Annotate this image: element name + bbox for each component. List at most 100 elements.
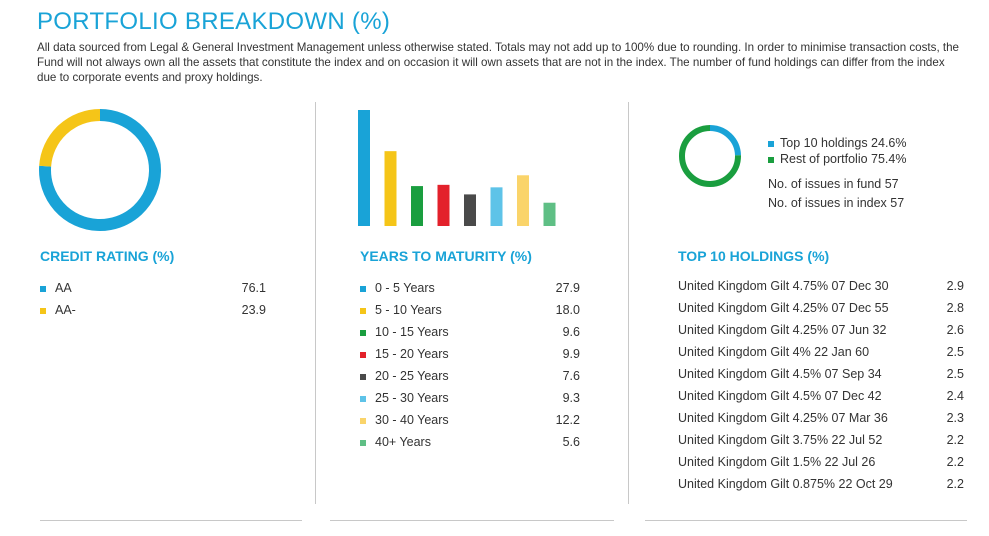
bottom-divider-3 [645, 520, 967, 521]
credit-rating-row: AA 76.1 [40, 281, 266, 297]
maturity-bar [517, 175, 529, 226]
holding-value: 2.4 [946, 389, 964, 403]
data-label: 18.0 [555, 303, 580, 317]
table-row: United Kingdom Gilt 4.75% 07 Dec 30 2.9 [678, 279, 968, 295]
legend-swatch [360, 396, 366, 402]
top-10-holdings-heading: TOP 10 HOLDINGS (%) [678, 248, 830, 264]
legend-swatch [360, 330, 366, 336]
legend-swatch [360, 286, 366, 292]
maturity-legend-row: 5 - 10 Years 18.0 [360, 303, 580, 319]
column-divider-2 [628, 102, 629, 504]
maturity-bar [384, 151, 397, 226]
legend-label: AA [55, 281, 72, 295]
maturity-legend-row: 30 - 40 Years 12.2 [360, 413, 580, 429]
credit-rating-donut-chart [39, 109, 161, 231]
data-label: 9.6 [562, 325, 580, 339]
data-label: 9.3 [562, 391, 580, 405]
legend-swatch [360, 374, 366, 380]
holding-name: United Kingdom Gilt 4.25% 07 Mar 36 [678, 411, 888, 425]
holdings-legend-row: Rest of portfolio 75.4% [768, 152, 968, 168]
maturity-bar [543, 202, 556, 226]
maturity-bar [437, 184, 450, 226]
legend-label: 25 - 30 Years [375, 391, 449, 405]
top-10-holdings-slice [709, 125, 741, 156]
table-row: United Kingdom Gilt 4.5% 07 Dec 42 2.4 [678, 389, 968, 405]
data-label: 76.1 [241, 281, 266, 295]
holding-value: 2.2 [946, 455, 964, 469]
page-title: PORTFOLIO BREAKDOWN (%) [37, 8, 391, 35]
credit-rating-row: AA- 23.9 [40, 303, 266, 319]
holding-name: United Kingdom Gilt 4.5% 07 Dec 42 [678, 389, 882, 403]
credit-rating-slice [39, 109, 101, 167]
legend-label: 5 - 10 Years [375, 303, 442, 317]
legend-swatch [768, 157, 774, 163]
legend-label: 40+ Years [375, 435, 431, 449]
legend-label: 20 - 25 Years [375, 369, 449, 383]
holding-value: 2.2 [946, 433, 964, 447]
legend-swatch [360, 418, 366, 424]
legend-label: 0 - 5 Years [375, 281, 435, 295]
legend-label: 15 - 20 Years [375, 347, 449, 361]
intro-paragraph: All data sourced from Legal & General In… [37, 41, 959, 84]
data-label: 5.6 [562, 435, 580, 449]
table-row: United Kingdom Gilt 4.25% 07 Dec 55 2.8 [678, 301, 968, 317]
maturity-legend-row: 10 - 15 Years 9.6 [360, 325, 580, 341]
table-row: United Kingdom Gilt 4.25% 07 Mar 36 2.3 [678, 411, 968, 427]
maturity-bar [490, 187, 503, 226]
legend-label: 30 - 40 Years [375, 413, 449, 427]
legend-label: Top 10 holdings 24.6% [780, 136, 907, 150]
maturity-legend-row: 0 - 5 Years 27.9 [360, 281, 580, 297]
years-to-maturity-bar-chart [358, 110, 556, 226]
legend-swatch [360, 352, 366, 358]
maturity-legend-row: 15 - 20 Years 9.9 [360, 347, 580, 363]
holdings-legend-row: Top 10 holdings 24.6% [768, 136, 968, 152]
maturity-legend-row: 20 - 25 Years 7.6 [360, 369, 580, 385]
holding-name: United Kingdom Gilt 0.875% 22 Oct 29 [678, 477, 893, 491]
table-row: United Kingdom Gilt 1.5% 22 Jul 26 2.2 [678, 455, 968, 471]
holding-name: United Kingdom Gilt 4% 22 Jan 60 [678, 345, 870, 359]
credit-rating-slice [39, 109, 161, 231]
holding-name: United Kingdom Gilt 4.25% 07 Dec 55 [678, 301, 889, 315]
legend-swatch [360, 308, 366, 314]
holding-value: 2.5 [946, 367, 964, 381]
holding-name: United Kingdom Gilt 4.5% 07 Sep 34 [678, 367, 882, 381]
bottom-divider-1 [40, 520, 302, 521]
holding-value: 2.8 [946, 301, 964, 315]
credit-rating-heading: CREDIT RATING (%) [40, 248, 175, 264]
maturity-bar [464, 194, 476, 226]
table-row: United Kingdom Gilt 3.75% 22 Jul 52 2.2 [678, 433, 968, 449]
data-label: 7.6 [562, 369, 580, 383]
column-divider-1 [315, 102, 316, 504]
table-row: United Kingdom Gilt 4.5% 07 Sep 34 2.5 [678, 367, 968, 383]
table-row: United Kingdom Gilt 4.25% 07 Jun 32 2.6 [678, 323, 968, 339]
holding-value: 2.3 [946, 411, 964, 425]
legend-label: 10 - 15 Years [375, 325, 449, 339]
data-label: 27.9 [555, 281, 580, 295]
table-row: United Kingdom Gilt 0.875% 22 Oct 29 2.2 [678, 477, 968, 493]
maturity-bar [411, 186, 423, 226]
holding-name: United Kingdom Gilt 1.5% 22 Jul 26 [678, 455, 876, 469]
legend-swatch [768, 141, 774, 147]
legend-swatch [40, 286, 46, 292]
holding-name: United Kingdom Gilt 3.75% 22 Jul 52 [678, 433, 883, 447]
legend-label: Rest of portfolio 75.4% [780, 152, 907, 166]
data-label: 23.9 [241, 303, 266, 317]
legend-swatch [40, 308, 46, 314]
holding-value: 2.5 [946, 345, 964, 359]
years-to-maturity-heading: YEARS TO MATURITY (%) [360, 248, 532, 264]
issues-in-index: No. of issues in index 57 [768, 196, 905, 210]
top-10-holdings-donut-chart [679, 125, 741, 187]
legend-label: AA- [55, 303, 76, 317]
bottom-divider-2 [330, 520, 614, 521]
holding-value: 2.6 [946, 323, 964, 337]
maturity-legend-row: 40+ Years 5.6 [360, 435, 580, 451]
issues-in-fund: No. of issues in fund 57 [768, 177, 899, 191]
holding-value: 2.2 [946, 477, 964, 491]
data-label: 9.9 [562, 347, 580, 361]
legend-swatch [360, 440, 366, 446]
maturity-bar [358, 110, 370, 226]
holding-value: 2.9 [946, 279, 964, 293]
maturity-legend-row: 25 - 30 Years 9.3 [360, 391, 580, 407]
holding-name: United Kingdom Gilt 4.75% 07 Dec 30 [678, 279, 889, 293]
top-10-holdings-slice [679, 125, 741, 187]
